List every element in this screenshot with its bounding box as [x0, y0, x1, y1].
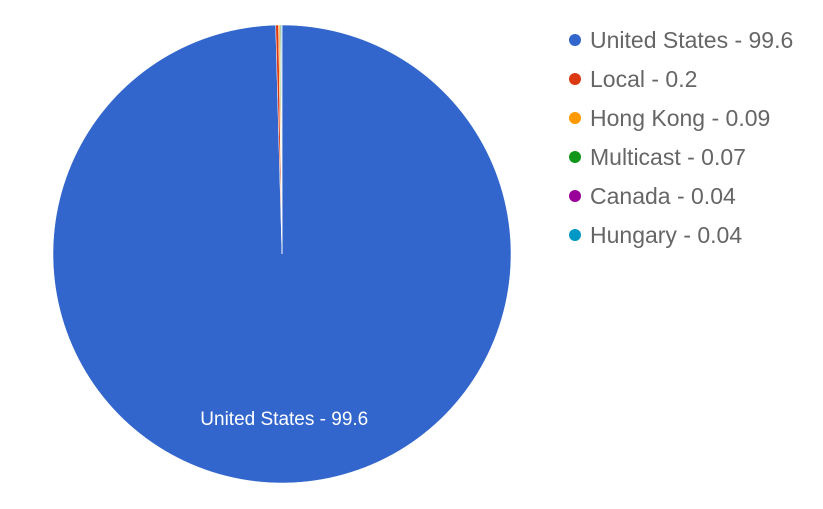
- legend-item-hungary[interactable]: Hungary - 0.04: [569, 222, 742, 248]
- legend-marker-canada: [569, 190, 581, 202]
- legend-item-hong-kong[interactable]: Hong Kong - 0.09: [569, 105, 770, 131]
- legend-item-multicast[interactable]: Multicast - 0.07: [569, 144, 746, 170]
- legend-label-united-states: United States - 99.6: [590, 27, 793, 53]
- legend-item-united-states[interactable]: United States - 99.6: [569, 27, 793, 53]
- legend-label-hungary: Hungary - 0.04: [590, 222, 742, 248]
- legend-marker-hungary: [569, 229, 581, 241]
- legend-marker-local: [569, 73, 581, 85]
- pie-slices: [52, 24, 512, 484]
- legend-label-canada: Canada - 0.04: [590, 183, 736, 209]
- slice-label-united-states: United States - 99.6: [200, 409, 368, 430]
- legend-marker-multicast: [569, 151, 581, 163]
- legend-marker-hong-kong: [569, 112, 581, 124]
- legend-marker-united-states: [569, 34, 581, 46]
- legend-label-local: Local - 0.2: [590, 66, 697, 92]
- legend: United States - 99.6 Local - 0.2 Hong Kong…: [569, 27, 793, 248]
- pie-slice-labels: United States - 99.6: [200, 409, 368, 430]
- legend-label-multicast: Multicast - 0.07: [590, 144, 746, 170]
- legend-item-local[interactable]: Local - 0.2: [569, 66, 697, 92]
- legend-label-hong-kong: Hong Kong - 0.09: [590, 105, 770, 131]
- pie-slice-hungary[interactable]: [281, 24, 283, 255]
- legend-item-canada[interactable]: Canada - 0.04: [569, 183, 736, 209]
